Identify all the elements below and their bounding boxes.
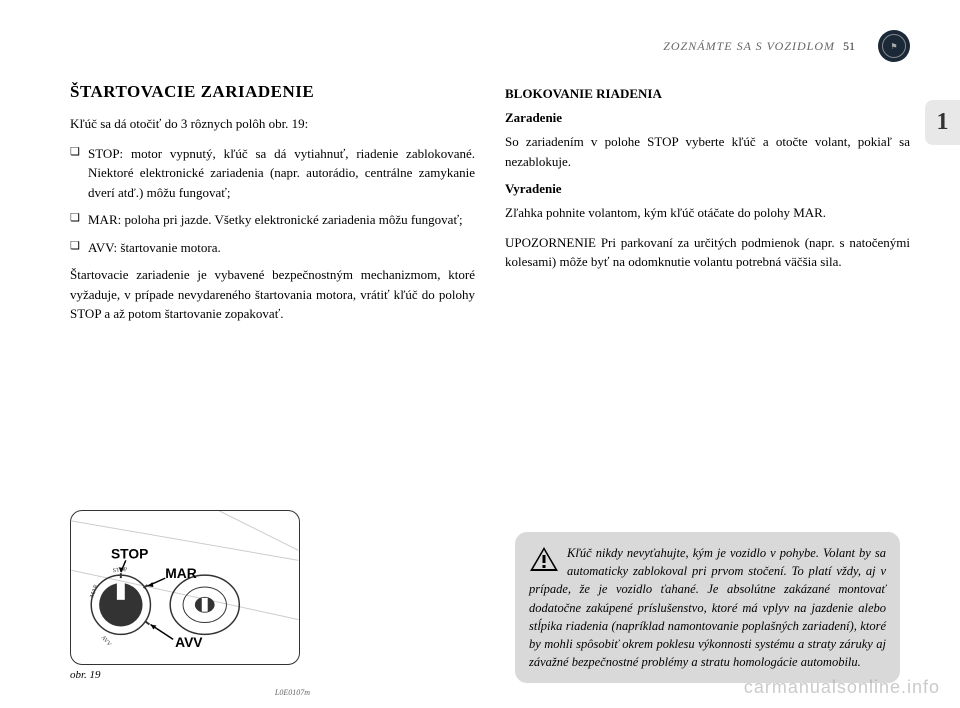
logo-inner: ⚑ [882, 34, 906, 58]
page-header: ZOZNÁMTE SA S VOZIDLOM 51 ⚑ [70, 30, 910, 62]
right-column: BLOKOVANIE RIADENIA Zaradenie So zariade… [505, 82, 910, 334]
page-container: ZOZNÁMTE SA S VOZIDLOM 51 ⚑ 1 ŠTARTOVACI… [0, 0, 960, 708]
watermark: carmanualsonline.info [744, 677, 940, 698]
note-text: UPOZORNENIE Pri parkovaní za určitých po… [505, 233, 910, 272]
subsection-text: Zľahka pohnite volantom, kým kľúč otáčat… [505, 203, 910, 223]
sub-heading-right: BLOKOVANIE RIADENIA [505, 86, 910, 102]
section-tab: 1 [925, 100, 960, 145]
figure-code: L0E0107m [275, 688, 310, 697]
subsection-heading: Zaradenie [505, 110, 910, 126]
chapter-title: ZOZNÁMTE SA S VOZIDLOM [663, 39, 835, 54]
warning-text: Kľúč nikdy nevyťahujte, kým je vozidlo v… [529, 546, 886, 669]
subsection-text: So zariadením v polohe STOP vyberte kľúč… [505, 132, 910, 171]
figure-caption: obr. 19 [70, 669, 101, 681]
bullet-item: MAR: poloha pri jazde. Všetky elektronic… [70, 210, 475, 230]
left-column: ŠTARTOVACIE ZARIADENIE Kľúč sa dá otočiť… [70, 82, 475, 334]
content-area: ŠTARTOVACIE ZARIADENIE Kľúč sa dá otočiť… [70, 82, 910, 334]
bullet-item: AVV: štartovanie motora. [70, 238, 475, 258]
warning-box: Kľúč nikdy nevyťahujte, kým je vozidlo v… [515, 532, 900, 683]
brand-logo: ⚑ [878, 30, 910, 62]
figure-container: STOP MAR AVV STOP MAR AVV obr. 19 L0E010… [70, 510, 310, 683]
warning-icon [529, 546, 559, 572]
ignition-diagram-svg: STOP MAR AVV STOP MAR AVV [71, 511, 299, 664]
intro-text: Kľúč sa dá otočiť do 3 rôznych polôh obr… [70, 114, 475, 134]
label-avv: AVV [175, 634, 203, 650]
bullet-item: STOP: motor vypnutý, kľúč sa dá vytiahnu… [70, 144, 475, 203]
paragraph-text: Štartovacie zariadenie je vybavené bezpe… [70, 265, 475, 324]
label-stop: STOP [111, 545, 148, 561]
page-number: 51 [843, 39, 855, 54]
svg-text:AVV: AVV [100, 635, 113, 649]
svg-text:MAR: MAR [89, 584, 99, 599]
subsection-heading: Vyradenie [505, 181, 910, 197]
ignition-figure: STOP MAR AVV STOP MAR AVV [70, 510, 300, 665]
label-mar: MAR [165, 565, 196, 581]
main-heading-left: ŠTARTOVACIE ZARIADENIE [70, 82, 475, 102]
